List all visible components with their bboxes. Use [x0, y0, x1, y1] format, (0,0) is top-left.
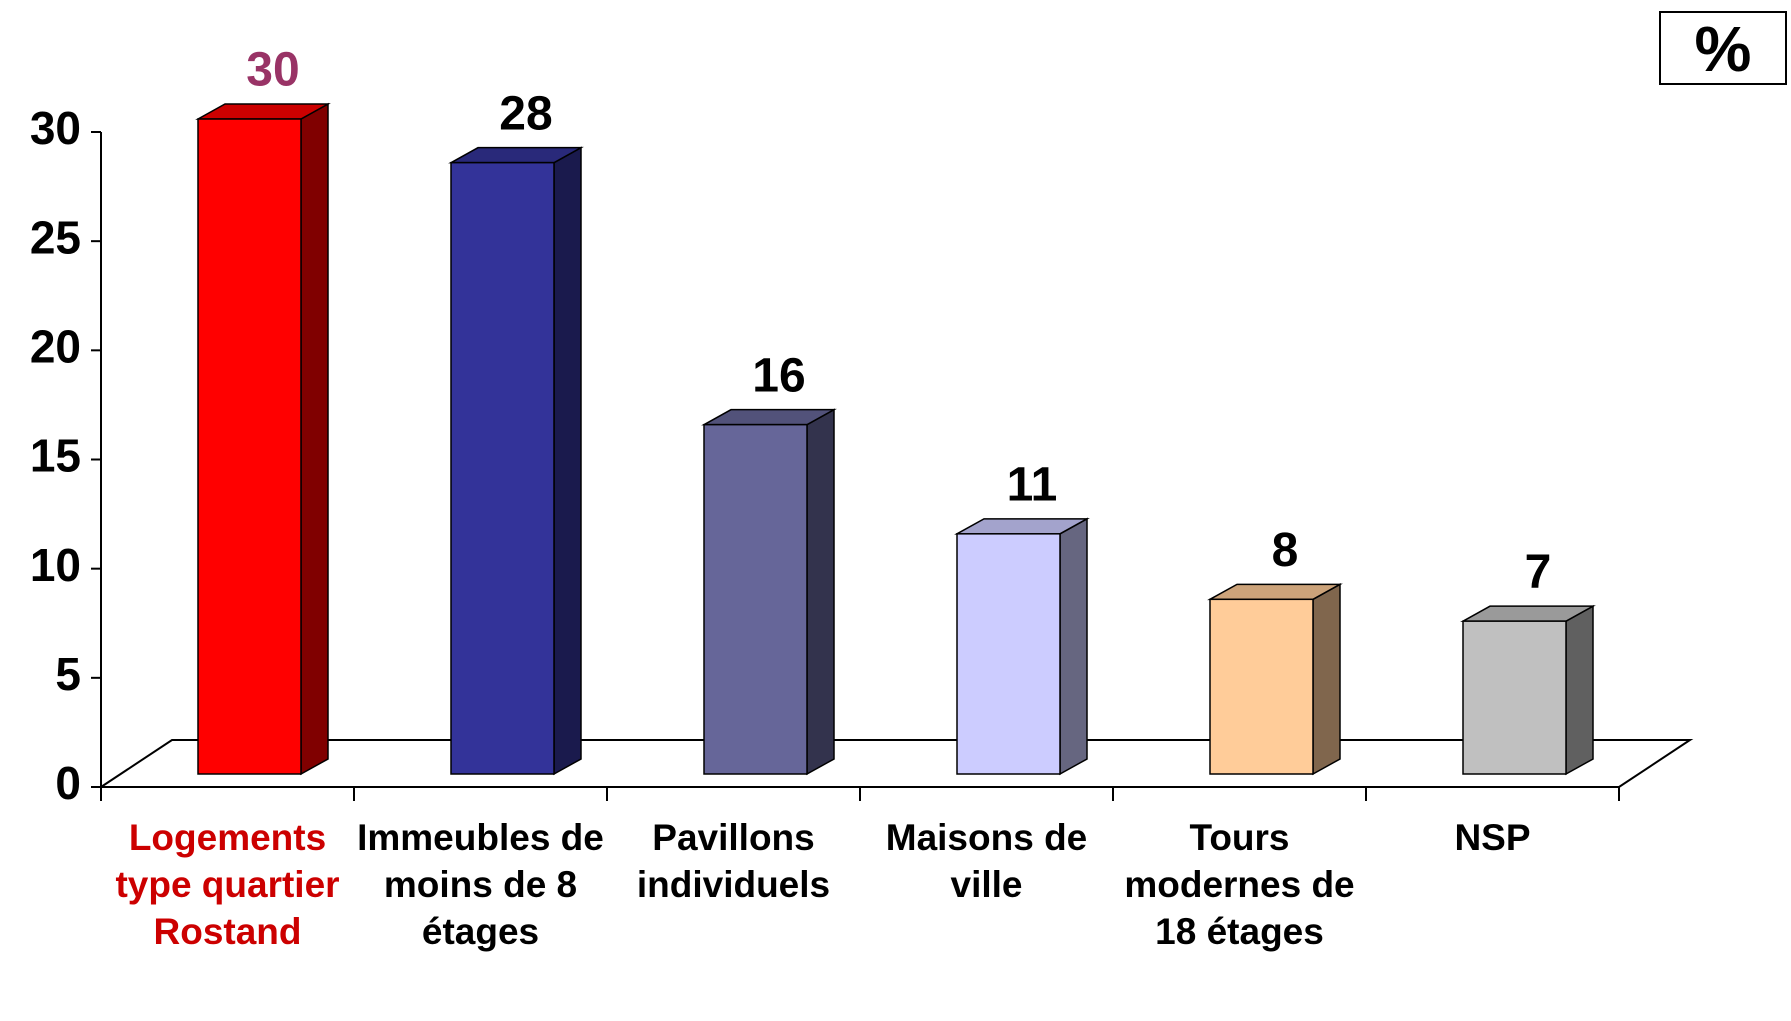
- bar-side: [1312, 583, 1341, 776]
- value-label: 11: [1007, 459, 1058, 512]
- x-tick-label: Logements type quartier Rostand: [115, 817, 340, 952]
- x-tick-label: Maisons de ville: [885, 817, 1088, 905]
- value-label: 8: [1272, 524, 1299, 577]
- x-tick-label: Pavillons individuels: [636, 817, 831, 905]
- bar-side: [1059, 517, 1088, 776]
- y-tick-label: 0: [55, 757, 81, 809]
- y-tick-label: 15: [30, 430, 81, 482]
- y-tick-label: 10: [30, 539, 81, 591]
- bar: [197, 118, 302, 775]
- y-tick-label: 25: [30, 211, 81, 263]
- x-tick-label: NSP: [1454, 817, 1531, 858]
- bar: [1209, 598, 1314, 775]
- bar-side: [1565, 604, 1594, 776]
- bar-side: [806, 408, 835, 776]
- value-label: 30: [246, 44, 299, 97]
- bar: [956, 533, 1061, 775]
- unit-label: %: [1659, 11, 1787, 85]
- bar-side: [553, 146, 582, 776]
- y-tick-label: 5: [55, 648, 81, 700]
- x-tick-label: Tours modernes de 18 étages: [1124, 817, 1355, 952]
- value-label: 7: [1525, 546, 1552, 599]
- y-tick-label: 20: [30, 320, 81, 372]
- y-tick-label: 30: [30, 102, 81, 154]
- value-label: 28: [499, 87, 552, 140]
- value-label: 16: [752, 349, 805, 402]
- bar-side: [300, 102, 329, 776]
- bar: [703, 423, 808, 775]
- x-tick-label: Immeubles de moins de 8 étages: [357, 817, 604, 952]
- bar: [450, 161, 555, 775]
- floor: [97, 739, 1694, 788]
- bar: [1462, 620, 1567, 775]
